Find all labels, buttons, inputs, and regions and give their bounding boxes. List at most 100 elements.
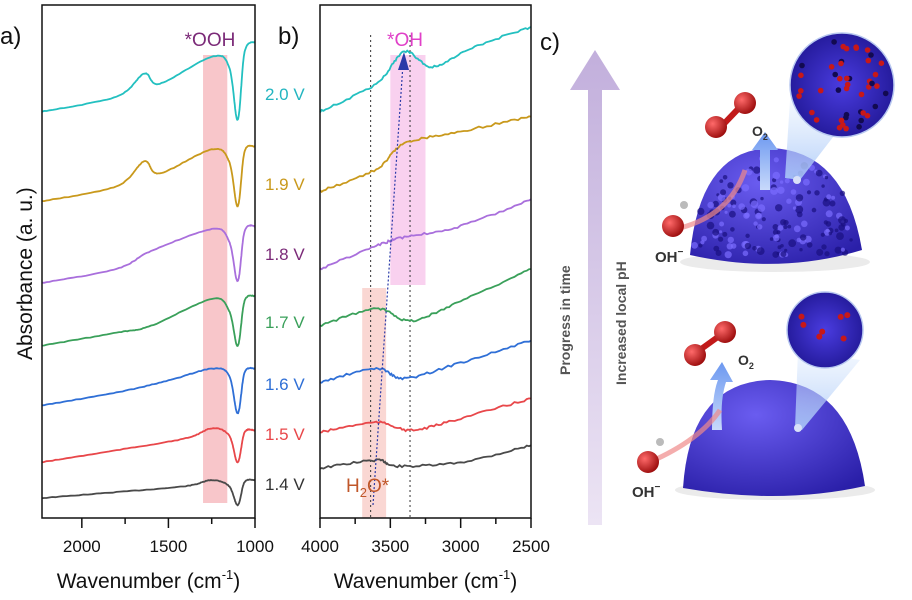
o2-label-bottom: O2 xyxy=(738,352,754,371)
series-line-17V xyxy=(41,294,256,348)
pore xyxy=(770,187,778,195)
series-line-18V xyxy=(41,224,256,284)
pore xyxy=(741,184,750,192)
pore xyxy=(697,207,705,215)
pore xyxy=(769,237,774,241)
voltage-label: 1.7 V xyxy=(265,313,305,332)
progress-in-time-label: Progress in time xyxy=(557,265,573,375)
adsorbate-molecules xyxy=(798,312,851,342)
pore xyxy=(811,207,817,213)
adsorbate xyxy=(840,122,846,128)
ooh-annotation: *OOH xyxy=(185,30,236,51)
panel-c-label: c) xyxy=(540,29,560,56)
pore xyxy=(730,199,737,206)
adsorbate xyxy=(872,71,879,78)
pore xyxy=(839,190,846,196)
pore xyxy=(750,200,759,209)
pore xyxy=(772,171,781,180)
series-line-15V xyxy=(319,397,532,434)
oxygen-atom xyxy=(734,92,756,114)
pore xyxy=(780,251,787,257)
progress-arrow xyxy=(570,50,620,525)
h2o-annotation: H2O* xyxy=(346,476,390,500)
pore xyxy=(772,224,779,230)
adsorbate xyxy=(843,85,850,92)
x-tick-label: 1500 xyxy=(150,537,188,556)
adsorbate xyxy=(819,328,826,335)
pore xyxy=(691,242,698,249)
h2o-annotation-sub: 2 xyxy=(360,485,367,500)
y-axis-label: Absorbance (a. u.) xyxy=(14,187,37,360)
oxygen-atom xyxy=(662,215,684,237)
pore xyxy=(729,210,736,218)
o2-label-top: O2 xyxy=(752,123,768,142)
pore xyxy=(718,236,724,242)
pore xyxy=(787,224,792,229)
panel-c-schematic: c) Progress in time Increased local pH O… xyxy=(540,29,895,525)
series-line-14V xyxy=(319,444,532,470)
pore xyxy=(730,227,735,232)
adsorbate xyxy=(838,60,844,67)
series-line-17V xyxy=(319,268,532,328)
adsorbate xyxy=(831,39,837,45)
pore xyxy=(712,228,720,236)
pore xyxy=(779,180,784,184)
series-line-16V xyxy=(41,366,256,415)
adsorbate xyxy=(843,114,849,121)
pore xyxy=(717,193,726,202)
pore xyxy=(799,248,803,252)
pore xyxy=(816,248,824,256)
series-line-14V xyxy=(41,478,256,507)
x-tick-label: 3000 xyxy=(442,537,480,556)
pore xyxy=(760,196,764,201)
pore xyxy=(698,243,703,248)
pore xyxy=(844,225,850,231)
adsorbate xyxy=(798,88,804,94)
pore xyxy=(732,204,736,208)
pore xyxy=(838,224,845,231)
adsorbate xyxy=(868,52,874,58)
pore xyxy=(834,246,842,254)
adsorbate-molecules xyxy=(796,39,889,132)
pore xyxy=(719,221,725,227)
pore xyxy=(824,175,829,180)
voltage-label: 1.9 V xyxy=(265,175,305,194)
oh-label-top: OH− xyxy=(655,247,684,266)
pore xyxy=(849,238,853,242)
pore xyxy=(822,198,831,207)
shift-arrow-line xyxy=(372,63,404,506)
pore xyxy=(784,248,788,252)
panel-a: 2000 1500 1000 Wavenumber (cm-1) a) *OOH Absor… xyxy=(0,4,305,593)
pore xyxy=(838,216,846,225)
adsorbate xyxy=(869,80,875,87)
pore xyxy=(707,201,714,209)
pore xyxy=(795,205,804,214)
pore xyxy=(825,228,830,233)
x-tick-label: 4000 xyxy=(301,537,339,556)
adsorbate xyxy=(816,333,823,340)
panel-b: 4000 3500 3000 2500 Wavenumber (cm-1) b) *OH H2… xyxy=(278,4,550,593)
pore xyxy=(840,247,846,252)
pore xyxy=(727,203,732,208)
x-axis-label-text: Wavenumber (cm xyxy=(57,570,222,593)
pore xyxy=(722,231,728,237)
adsorbate xyxy=(878,60,885,66)
series-line-20V xyxy=(319,26,532,113)
pore xyxy=(706,221,715,230)
adsorbate xyxy=(865,57,872,64)
pore xyxy=(726,243,733,250)
pore xyxy=(761,217,766,222)
pore xyxy=(738,203,745,210)
adsorbate xyxy=(835,87,842,93)
adsorbate xyxy=(844,75,850,82)
adsorbate xyxy=(860,110,866,116)
pore xyxy=(836,232,844,241)
adsorbate xyxy=(838,117,845,124)
x-tick-label: 1000 xyxy=(236,537,274,556)
pore xyxy=(795,194,804,202)
pore xyxy=(777,186,785,194)
adsorbate xyxy=(817,87,824,94)
pore xyxy=(834,228,839,233)
pore xyxy=(700,240,705,245)
pore xyxy=(800,234,807,241)
